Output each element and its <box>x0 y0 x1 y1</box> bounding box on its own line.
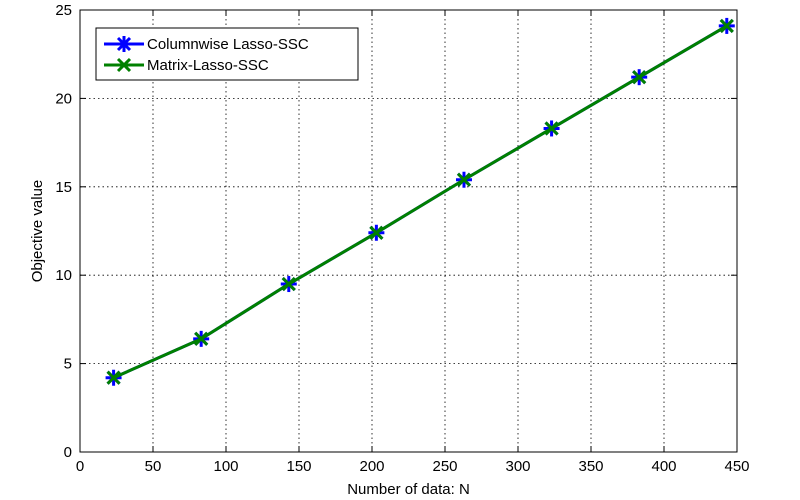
data-point <box>106 370 121 385</box>
legend-label: Columnwise Lasso-SSC <box>147 36 309 53</box>
y-tick-label: 10 <box>55 267 72 284</box>
x-axis-label: Number of data: N <box>347 481 470 498</box>
y-tick-label: 0 <box>64 444 72 461</box>
axis-ticks <box>79 9 738 453</box>
legend-item: Columnwise Lasso-SSC <box>104 36 309 53</box>
x-tick-label: 0 <box>76 458 84 475</box>
data-point <box>632 70 647 85</box>
data-point <box>194 331 209 346</box>
grid-lines <box>80 10 737 452</box>
y-axis-label: Objective value <box>29 180 46 283</box>
y-tick-label: 25 <box>55 2 72 19</box>
y-tick-label: 20 <box>55 90 72 107</box>
data-point <box>544 121 559 136</box>
data-point <box>369 225 384 240</box>
x-tick-label: 50 <box>145 458 162 475</box>
y-tick-label: 15 <box>55 179 72 196</box>
legend: Columnwise Lasso-SSC Matrix-Lasso-SSC <box>95 27 359 81</box>
series-layer <box>105 17 735 386</box>
x-tick-label: 100 <box>213 458 238 475</box>
legend-item: Matrix-Lasso-SSC <box>104 57 269 74</box>
x-tick-label: 350 <box>578 458 603 475</box>
x-tick-label: 200 <box>359 458 384 475</box>
series-line <box>112 24 728 380</box>
series-2 <box>106 18 734 385</box>
y-tick-label: 5 <box>64 356 72 373</box>
data-point <box>456 172 472 187</box>
legend-marker <box>116 36 132 52</box>
data-point <box>281 276 296 292</box>
x-tick-label: 300 <box>505 458 530 475</box>
legend-label: Matrix-Lasso-SSC <box>147 57 269 74</box>
legend-box <box>95 27 359 81</box>
legend-marker <box>116 57 132 73</box>
x-tick-label: 400 <box>651 458 676 475</box>
x-tick-label: 250 <box>432 458 457 475</box>
x-tick-label: 450 <box>724 458 749 475</box>
data-point <box>719 18 734 33</box>
plot-frame <box>79 9 738 453</box>
x-tick-label: 150 <box>286 458 311 475</box>
tick-labels: 0 50 100 150 200 250 300 350 400 450 0 5 10 15 20 25 <box>55 2 749 475</box>
